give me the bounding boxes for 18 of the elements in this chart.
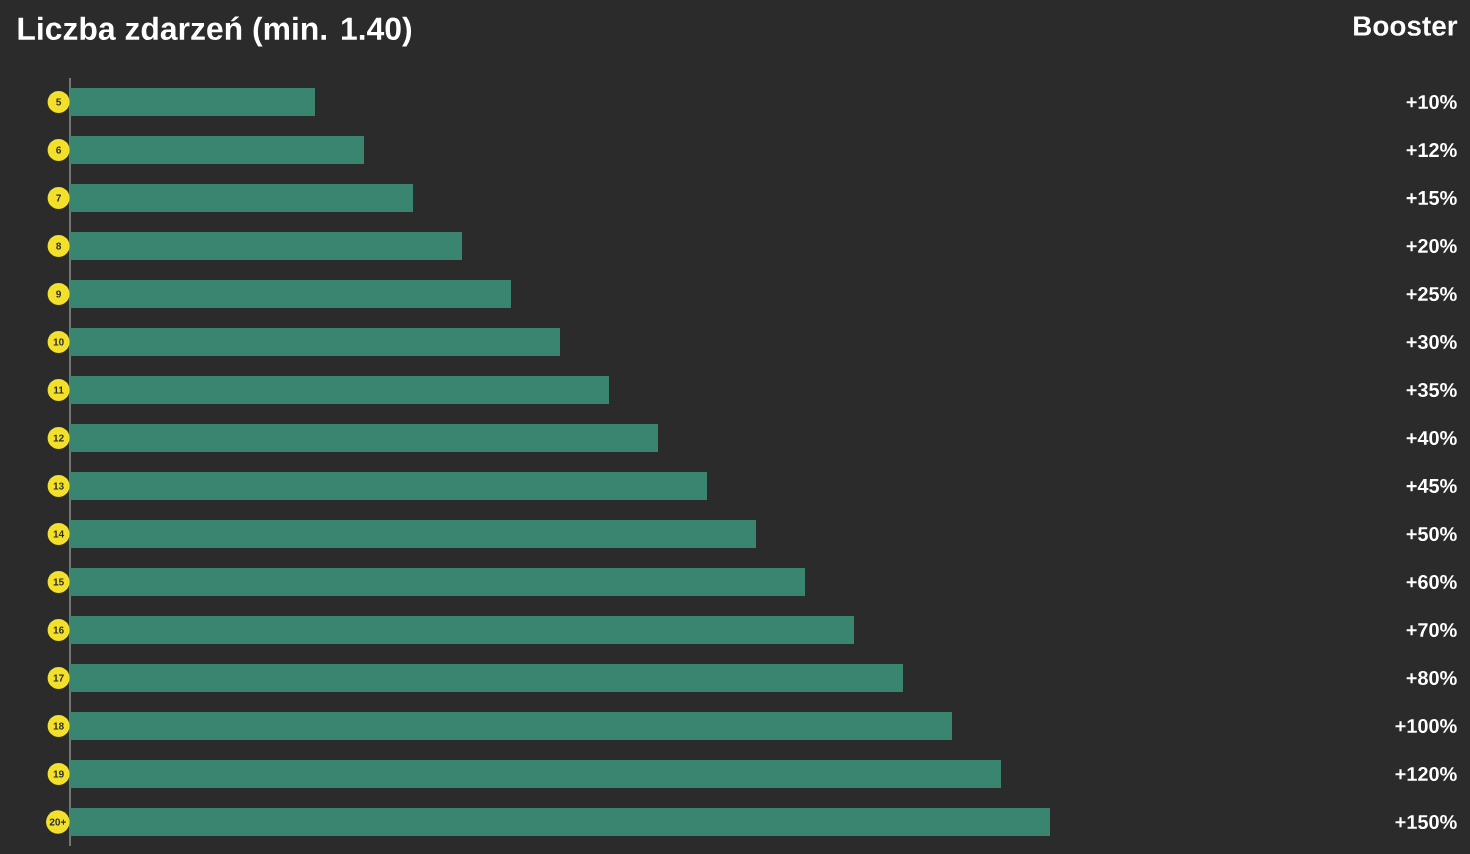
text: +70% [1406, 622, 1457, 638]
text: +100% [1395, 718, 1457, 734]
text: +80% [1406, 670, 1457, 686]
text: +40% [1406, 430, 1457, 446]
text: +10% [1406, 94, 1457, 110]
text: +20% [1406, 238, 1457, 254]
text: +12% [1406, 142, 1457, 158]
text: +35% [1406, 382, 1457, 398]
text: +30% [1406, 334, 1457, 350]
text: +25% [1406, 286, 1457, 302]
text: +150% [1395, 814, 1457, 830]
text: +15% [1406, 190, 1457, 206]
text: +120% [1395, 766, 1457, 782]
text: +50% [1406, 526, 1457, 542]
chart-title: Liczba zdarzeń (min. 1.40) [18, 16, 412, 47]
text: Booster [1354, 16, 1458, 36]
text: +45% [1406, 478, 1457, 494]
text: +60% [1406, 574, 1457, 590]
